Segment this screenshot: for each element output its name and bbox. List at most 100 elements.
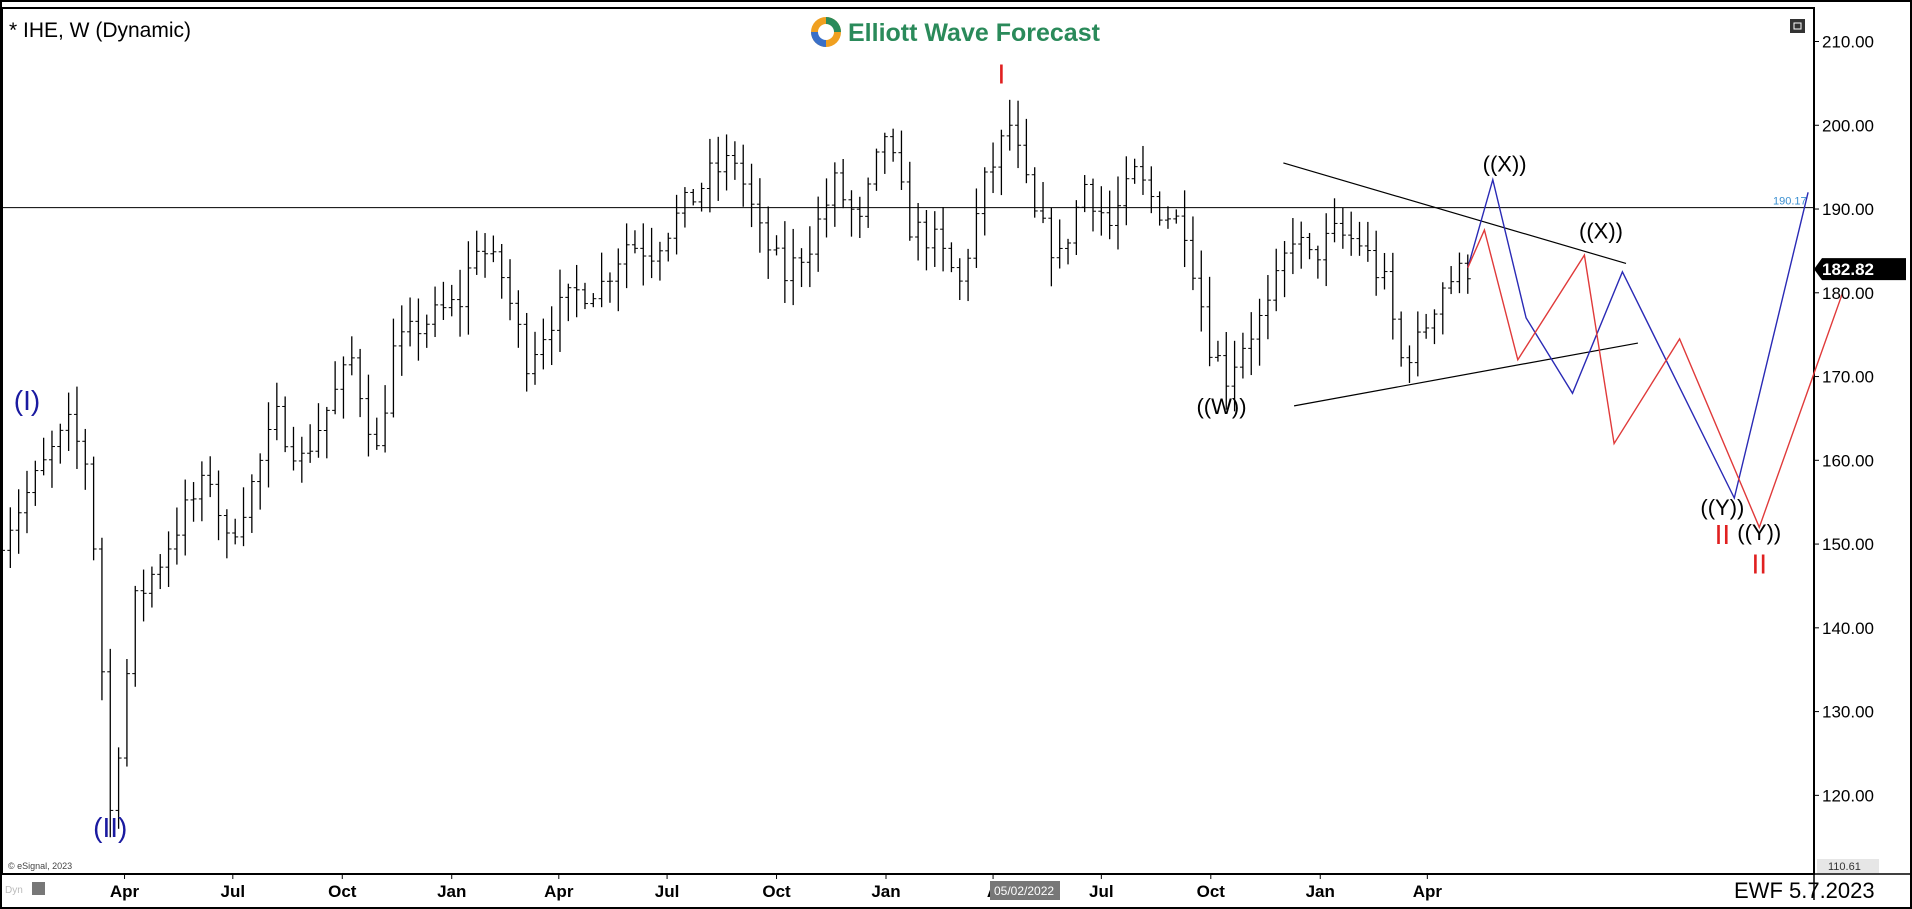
ohlc-bar <box>23 470 30 534</box>
ohlc-bar <box>1198 250 1205 332</box>
price-tick-label: 120.00 <box>1822 786 1874 805</box>
ohlc-bar <box>606 272 613 303</box>
ohlc-bar <box>898 130 905 190</box>
ohlc-bar <box>298 436 305 483</box>
ohlc-bar <box>1289 218 1296 275</box>
ohlc-bar <box>73 386 80 469</box>
ohlc-bar <box>1339 207 1346 249</box>
ohlc-bar <box>798 248 805 288</box>
ohlc-bar <box>1323 213 1330 287</box>
ohlc-bar <box>1081 175 1088 213</box>
ohlc-bar <box>398 305 405 376</box>
ohlc-bar <box>865 177 872 228</box>
red-projection-path <box>1467 227 1844 530</box>
ohlc-bar <box>873 148 880 191</box>
ohlc-bar <box>32 460 39 506</box>
level-line-label: 190.17 <box>1773 196 1807 208</box>
price-tick-label: 210.00 <box>1822 33 1874 52</box>
mode-toggle-button[interactable] <box>32 882 45 895</box>
ohlc-bar <box>207 456 214 498</box>
ohlc-bar <box>1264 275 1271 340</box>
window-restore-button[interactable] <box>1790 19 1805 33</box>
time-tick-label: Jan <box>1306 882 1335 901</box>
time-tick-label: Jan <box>871 882 900 901</box>
ohlc-bar <box>765 206 772 279</box>
ohlc-bar <box>432 286 439 338</box>
ohlc-bar <box>198 461 205 522</box>
ohlc-bar <box>890 128 897 162</box>
price-tick-label: 160.00 <box>1822 451 1874 470</box>
ohlc-bar <box>323 406 330 459</box>
ohlc-bar <box>0 507 5 562</box>
ohlc-bar <box>665 232 672 262</box>
ohlc-bar <box>223 509 230 559</box>
ohlc-bar <box>507 259 514 321</box>
time-tick-label: Jul <box>1089 882 1114 901</box>
ohlc-bar <box>482 233 489 278</box>
symbol-title: * IHE, W (Dynamic) <box>9 19 191 42</box>
ohlc-bar <box>981 167 988 236</box>
price-tick-label: 130.00 <box>1822 703 1874 722</box>
ohlc-bar <box>57 423 64 464</box>
ohlc-bar <box>140 569 147 622</box>
ohlc-bar <box>1015 100 1022 169</box>
time-tick-label: Oct <box>762 882 791 901</box>
ohlc-bar <box>7 507 14 568</box>
ohlc-bar <box>1181 190 1188 268</box>
wave-label: ((X)) <box>1579 218 1623 243</box>
ohlc-bar <box>40 437 47 476</box>
ohlc-bar <box>373 417 380 450</box>
ohlc-bar <box>640 223 647 286</box>
time-tick-label: Apr <box>1413 882 1443 901</box>
ohlc-bar <box>1456 252 1463 294</box>
ohlc-bar <box>240 487 247 547</box>
restore-icon <box>1793 22 1802 30</box>
ohlc-bar <box>273 382 280 441</box>
ohlc-bar <box>1139 145 1146 195</box>
ohlc-bar <box>831 162 838 227</box>
ohlc-bar <box>806 226 813 288</box>
wave-label: (I) <box>14 385 40 416</box>
ohlc-bar <box>1073 200 1080 256</box>
ohlc-bar <box>90 456 97 561</box>
ohlc-bar <box>1156 191 1163 226</box>
ohlc-bar <box>1414 311 1421 377</box>
wave-label: (II) <box>93 812 127 843</box>
ohlc-bar <box>1389 252 1396 340</box>
ohlc-bar <box>931 211 938 267</box>
ohlc-bar <box>515 290 522 348</box>
mode-label: Dyn <box>5 885 23 896</box>
price-tick-label: 150.00 <box>1822 535 1874 554</box>
ohlc-bar <box>415 298 422 361</box>
ohlc-bar <box>1373 230 1380 296</box>
ohlc-bar <box>1223 332 1230 410</box>
ohlc-bar <box>1306 232 1313 260</box>
price-tick-label: 190.00 <box>1822 200 1874 219</box>
time-axis: AprJulOctJanAprJulOctJanAJulOctJanApr <box>110 874 1442 901</box>
ohlc-bar <box>265 402 272 488</box>
ohlc-bar <box>357 348 364 418</box>
ohlc-bar <box>1214 340 1221 362</box>
ohlc-bar <box>648 227 655 279</box>
ohlc-bar <box>407 297 414 347</box>
trendline <box>1293 342 1639 407</box>
ohlc-bar <box>881 132 888 174</box>
ohlc-bar <box>1048 207 1055 287</box>
ohlc-bar <box>915 203 922 261</box>
ohlc-bar <box>98 537 105 701</box>
ohlc-bar <box>948 242 955 273</box>
ohlc-bar <box>65 392 72 451</box>
ohlc-bar <box>190 482 197 522</box>
ohlc-bar <box>1331 198 1338 243</box>
ohlc-bar <box>673 194 680 255</box>
ohlc-bar <box>465 241 472 335</box>
ohlc-bar <box>1398 311 1405 367</box>
ohlc-bar <box>1189 216 1196 291</box>
ohlc-bar <box>623 223 630 289</box>
ohlc-bar <box>1356 221 1363 256</box>
ohlc-bar <box>906 161 913 241</box>
ohlc-bar <box>448 284 455 317</box>
wave-label: ((X)) <box>1483 151 1527 176</box>
ohlc-bar <box>390 318 397 418</box>
